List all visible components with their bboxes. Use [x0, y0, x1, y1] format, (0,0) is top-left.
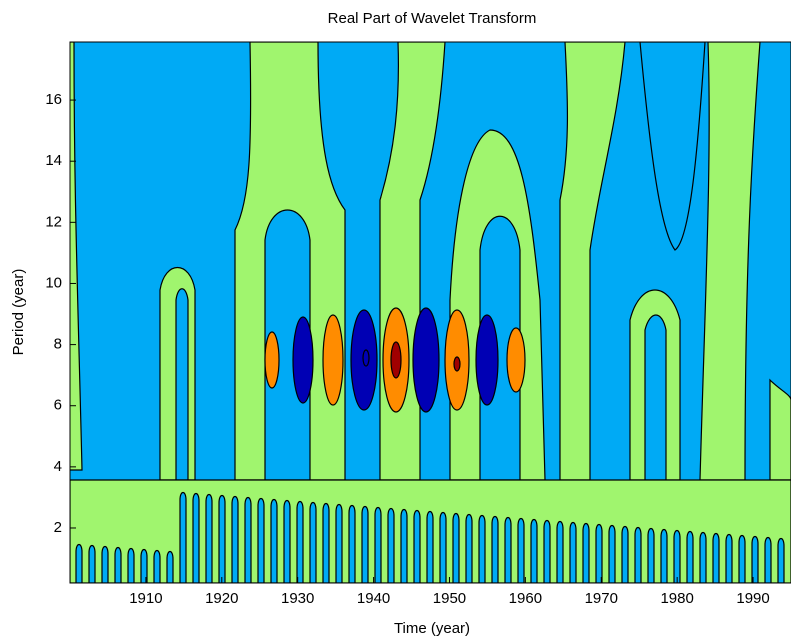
contour-region — [465, 513, 473, 583]
contour-region — [595, 523, 603, 583]
contour-region — [270, 498, 278, 583]
contour-region — [764, 536, 772, 583]
contour-region — [426, 510, 434, 583]
plot-area — [69, 41, 791, 584]
x-tick-label: 1910 — [129, 590, 162, 607]
y-axis-label: Period (year) — [10, 269, 27, 356]
contour-region — [309, 501, 317, 583]
contour-region — [175, 288, 189, 481]
contour-region — [114, 546, 122, 583]
contour-blob — [264, 331, 280, 389]
contour-region — [75, 543, 83, 583]
contour-region — [479, 215, 521, 481]
contour-region — [296, 500, 304, 583]
contour-region — [452, 512, 460, 583]
contour-region — [231, 495, 239, 583]
contour-region — [673, 529, 681, 583]
contour-region — [153, 549, 161, 583]
contour-region — [491, 515, 499, 583]
contour-region — [699, 531, 707, 583]
contour-region — [179, 491, 187, 583]
contour-region — [70, 42, 83, 471]
x-tick-label: 1930 — [281, 590, 314, 607]
contour-region — [335, 503, 343, 583]
contour-region — [361, 505, 369, 583]
contour-region — [769, 378, 791, 481]
contour-region — [738, 534, 746, 583]
contour-region — [725, 533, 733, 583]
contour-region — [686, 530, 694, 583]
contour-region — [374, 506, 382, 583]
y-tick-label: 6 — [54, 397, 62, 414]
plot-frame — [69, 41, 791, 584]
contour-region — [712, 532, 720, 583]
contour-region — [127, 547, 135, 583]
x-tick-label: 1960 — [509, 590, 542, 607]
contour-region — [439, 511, 447, 583]
contour-peak — [362, 349, 370, 367]
y-tick-label: 2 — [54, 519, 62, 536]
contour-region — [543, 519, 551, 583]
contour-region — [322, 502, 330, 583]
contour-region — [647, 527, 655, 583]
contour-region — [530, 518, 538, 583]
contour-region — [205, 493, 213, 583]
x-tick-label: 1920 — [205, 590, 238, 607]
contour-region — [192, 492, 200, 583]
x-axis-label: Time (year) — [394, 620, 470, 637]
y-tick-label: 8 — [54, 336, 62, 353]
x-tick-label: 1950 — [433, 590, 466, 607]
contour-region — [257, 497, 265, 583]
contour-region — [264, 209, 311, 481]
contour-region — [777, 537, 785, 583]
contour-region — [88, 544, 96, 583]
contour-region — [283, 499, 291, 583]
contour-region — [413, 509, 421, 583]
x-tick-label: 1980 — [660, 590, 693, 607]
contour-field — [70, 42, 791, 583]
contour-region — [218, 494, 226, 583]
contour-region — [582, 522, 590, 583]
contour-blob — [475, 314, 499, 406]
contour-region — [140, 548, 148, 583]
contour-region — [556, 520, 564, 583]
contour-blob — [506, 327, 526, 393]
contour-region — [569, 521, 577, 583]
contour-blob — [322, 314, 344, 406]
contour-region — [101, 545, 109, 583]
contour-region — [478, 514, 486, 583]
x-tick-label: 1940 — [357, 590, 390, 607]
contour-region — [517, 517, 525, 583]
y-tick-label: 10 — [45, 274, 62, 291]
contour-region — [751, 535, 759, 583]
contour-peak — [390, 341, 402, 379]
contour-region — [504, 516, 512, 583]
contour-peak — [453, 356, 461, 372]
contour-blob — [292, 316, 314, 404]
contour-region — [244, 496, 252, 583]
chart-title: Real Part of Wavelet Transform — [328, 10, 537, 27]
contour-region — [608, 524, 616, 583]
x-tick-label: 1990 — [736, 590, 769, 607]
y-tick-label: 14 — [45, 152, 62, 169]
contour-region — [166, 550, 174, 583]
contour-region — [639, 42, 706, 251]
contour-region — [644, 314, 667, 481]
contour-region — [400, 508, 408, 583]
x-tick-label: 1970 — [585, 590, 618, 607]
contour-blob — [412, 307, 440, 413]
y-tick-label: 4 — [54, 458, 62, 475]
y-tick-label: 12 — [45, 213, 62, 230]
contour-region — [621, 525, 629, 583]
y-tick-label: 16 — [45, 91, 62, 108]
contour-region — [634, 526, 642, 583]
contour-region — [348, 504, 356, 583]
contour-region — [660, 528, 668, 583]
contour-region — [387, 507, 395, 583]
contour-region — [559, 42, 626, 481]
